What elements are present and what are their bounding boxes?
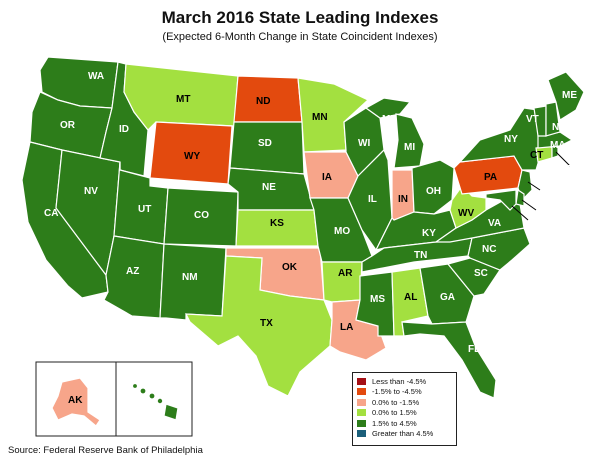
state-hi[interactable] bbox=[131, 382, 179, 421]
label-tx: TX bbox=[260, 318, 273, 329]
state-fl[interactable] bbox=[401, 321, 497, 399]
label-ne: NE bbox=[262, 182, 276, 193]
label-in: IN bbox=[398, 194, 408, 205]
legend-swatch bbox=[357, 430, 366, 437]
legend-label: Greater than 4.5% bbox=[372, 429, 434, 438]
label-ri: RI bbox=[566, 164, 576, 175]
map-title: March 2016 State Leading Indexes bbox=[161, 8, 439, 27]
state-labels: WA OR CA NV ID MT WY UT AZ CO NM ND SD N… bbox=[44, 71, 577, 417]
label-ca: CA bbox=[44, 208, 58, 219]
source-note: Source: Federal Reserve Bank of Philadel… bbox=[8, 445, 203, 456]
legend-label: 1.5% to 4.5% bbox=[372, 418, 417, 428]
label-wa: WA bbox=[88, 71, 104, 82]
de-callout-line bbox=[521, 199, 537, 211]
state-nh[interactable] bbox=[545, 101, 561, 137]
legend-swatch bbox=[357, 377, 366, 385]
legend-swatch bbox=[357, 398, 366, 406]
label-al: AL bbox=[404, 292, 417, 303]
label-wy: WY bbox=[184, 151, 200, 162]
legend-item: 0.0% to 1.5% bbox=[357, 408, 452, 418]
state-mi-upper[interactable] bbox=[364, 97, 412, 119]
ri-callout-line bbox=[555, 151, 571, 167]
legend-swatch bbox=[357, 419, 366, 427]
label-pa: PA bbox=[484, 172, 497, 183]
state-az[interactable] bbox=[103, 235, 165, 319]
legend-label: Less than -4.5% bbox=[372, 376, 427, 386]
label-oh: OH bbox=[426, 186, 441, 197]
label-me: ME bbox=[562, 90, 577, 101]
state-md[interactable] bbox=[485, 189, 517, 211]
label-ct: CT bbox=[530, 150, 543, 161]
legend-item: 1.5% to 4.5% bbox=[357, 418, 452, 428]
label-ky: KY bbox=[422, 228, 436, 239]
label-ms: MS bbox=[370, 294, 385, 305]
label-ok: OK bbox=[282, 262, 298, 273]
label-ia: IA bbox=[322, 172, 332, 183]
label-wi: WI bbox=[358, 138, 370, 149]
label-mi-upper: MI bbox=[382, 114, 393, 125]
label-az: AZ bbox=[126, 266, 139, 277]
label-ar: AR bbox=[338, 268, 353, 279]
label-mn: MN bbox=[312, 112, 328, 123]
map-subtitle: (Expected 6-Month Change in State Coinci… bbox=[162, 31, 438, 43]
label-de: DE bbox=[538, 206, 552, 217]
legend-item: Less than -4.5% bbox=[357, 376, 452, 386]
label-wv: WV bbox=[458, 208, 474, 219]
label-mi-lower: MI bbox=[404, 142, 415, 153]
label-tn: TN bbox=[414, 250, 427, 261]
label-ny: NY bbox=[504, 134, 518, 145]
label-la: LA bbox=[340, 322, 353, 333]
label-mt: MT bbox=[176, 94, 190, 105]
legend-swatch bbox=[357, 388, 366, 395]
legend-swatch bbox=[357, 409, 366, 416]
label-co: CO bbox=[194, 210, 209, 221]
label-sd: SD bbox=[258, 138, 272, 149]
label-or: OR bbox=[60, 120, 76, 131]
state-tx[interactable] bbox=[185, 255, 333, 397]
legend-label: 0.0% to 1.5% bbox=[372, 408, 417, 417]
label-sc: SC bbox=[474, 268, 488, 279]
label-il: IL bbox=[368, 194, 377, 205]
label-vt: VT bbox=[526, 114, 539, 125]
label-nv: NV bbox=[84, 186, 98, 197]
legend-item: 0.0% to -1.5% bbox=[357, 397, 452, 407]
label-nj: NJ bbox=[542, 188, 555, 199]
label-nh: NH bbox=[552, 122, 566, 133]
label-md: MD bbox=[530, 220, 546, 231]
label-nd: ND bbox=[256, 96, 270, 107]
legend-item: -1.5% to -4.5% bbox=[357, 387, 452, 397]
state-mi-lower[interactable] bbox=[393, 113, 425, 169]
label-ga: GA bbox=[440, 292, 455, 303]
label-nm: NM bbox=[182, 272, 198, 283]
label-mo: MO bbox=[334, 226, 350, 237]
legend-label: -1.5% to -4.5% bbox=[372, 387, 422, 396]
legend-item: Greater than 4.5% bbox=[357, 429, 452, 439]
md-callout-line bbox=[511, 205, 529, 221]
label-id: ID bbox=[119, 124, 129, 135]
label-nc: NC bbox=[482, 244, 496, 255]
legend-label: 0.0% to -1.5% bbox=[372, 397, 420, 407]
label-ma: MA bbox=[550, 140, 566, 151]
label-va: VA bbox=[488, 218, 501, 229]
label-ut: UT bbox=[138, 204, 151, 215]
state-ak[interactable] bbox=[51, 377, 101, 427]
state-me[interactable] bbox=[547, 71, 585, 121]
label-ak: AK bbox=[68, 395, 83, 406]
nj-callout-line bbox=[527, 181, 541, 191]
label-ks: KS bbox=[270, 218, 284, 229]
state-sc[interactable] bbox=[446, 257, 501, 297]
hawaii-inset-frame bbox=[115, 361, 193, 437]
label-fl: FL bbox=[468, 344, 480, 355]
label-hi: HI bbox=[145, 406, 155, 417]
state-de[interactable] bbox=[515, 188, 525, 207]
legend: Less than -4.5% -1.5% to -4.5% 0.0% to -… bbox=[352, 372, 457, 446]
